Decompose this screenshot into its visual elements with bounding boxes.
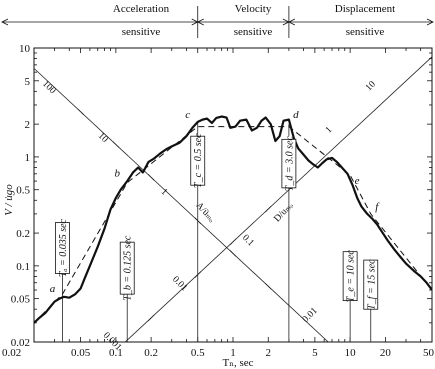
x-tick-label: 0.05 [71,347,91,359]
period-box-5 [363,259,379,310]
point-label-a: a [50,283,56,295]
period-label-0: Tₐ = 0.035 sec [58,218,69,277]
acceleration-axis-tick [264,282,272,290]
period-box-3 [281,138,297,189]
series-spectrum [34,115,432,324]
region-arrow-left-1 [287,18,296,26]
displacement-axis-line [124,56,432,342]
region-acceleration-line2: sensitive [122,26,161,38]
x-tick-label: 20 [380,347,392,359]
series-idealized [34,126,432,324]
displacement-axis-tick [264,205,272,213]
x-tick-label: 0.1 [109,347,123,359]
diagonal-label: 0.01 [301,306,320,325]
x-tick-label: 0.5 [191,347,205,359]
diagonal-label: 10 [364,79,378,93]
spectrum-series [34,115,432,324]
y-tick-label: 0.5 [16,185,30,197]
diagonal-label: D/uₘₒ [272,201,295,225]
y-tick-label: 2 [25,119,31,131]
point-label-d: d [293,109,299,121]
region-acceleration-line1: Acceleration [113,3,170,15]
diagonal-label: 0.01 [170,275,189,294]
diagonal-label: 1 [159,187,170,198]
displacement-axis-tick [147,314,155,322]
point-label-f: f [375,201,380,213]
x-tick-labels: 0.02 0.05 0.1 0.2 0.5 1 2 5 10 20 50 [2,347,435,359]
period-box-0 [55,222,70,274]
period-label-5: T_f = 15 sec [366,259,377,310]
diagonal-label: 1 [324,125,335,136]
period-label-3: T_d = 3.0 sec [284,136,295,192]
period-box-2 [190,135,206,186]
diagonal-label: 10 [96,131,110,145]
diagonal-label: 0.1 [240,233,256,249]
y-tick-label: 0.2 [16,228,30,240]
region-arrow-start [1,18,9,26]
point-label-c: c [185,109,190,121]
region-velocity-line2: sensitive [234,26,273,38]
period-label-4: T_e = 10 sec [346,250,357,303]
period-box-1 [119,241,135,295]
period-vertical-lines [62,121,372,342]
region-arrow-marks [1,6,434,38]
y-tick-label: 5 [25,76,31,88]
y-tick-label: 0.05 [11,294,31,306]
point-label-b: b [114,168,120,180]
x-tick-label: 1 [230,347,236,359]
x-tick-label: 10 [345,347,357,359]
region-arrow-end [426,18,434,26]
x-axis-label: Tₙ, sec [222,357,253,369]
y-tick-label: 0.02 [11,337,30,349]
x-tick-label: 0.2 [144,347,158,359]
period-boxes: Tₐ = 0.035 sec T_b = 0.125 sec T_c = 0.5 s… [55,133,379,310]
x-tick-label: 2 [266,347,272,359]
diagonal-label: A/üₘₒ [194,201,217,225]
acceleration-axis-tick [112,141,120,148]
period-box-4 [342,251,358,301]
axis-ticks [33,47,433,343]
region-displacement-line1: Displacement [335,3,395,15]
acceleration-axis-tick [147,174,155,181]
y-axis-label: V / u̇go [3,184,15,216]
y-tick-labels: 0.02 0.05 0.1 0.2 0.5 1 2 5 10 [11,43,31,349]
x-tick-label: 50 [423,347,435,359]
acceleration-axis-tick [229,250,237,257]
y-tick-label: 1 [25,152,31,164]
region-displacement-line2: sensitive [346,26,385,38]
region-velocity-line1: Velocity [235,3,272,15]
region-header: Acceleration sensitive Velocity sensitiv… [1,3,434,38]
point-label-e: e [355,175,360,187]
y-tick-label: 10 [19,43,31,55]
point-labels: a b c d e f [50,109,381,295]
y-tick-label: 0.1 [16,261,30,273]
acceleration-axis-tick [77,108,84,116]
x-tick-label: 5 [312,347,318,359]
diagonal-label: 100 [40,79,57,96]
region-arrow-left-0 [196,18,204,26]
period-label-1: T_b = 0.125 sec [123,235,134,301]
period-label-2: T_c = 0.5 sec [193,133,204,188]
displacement-axis-tick [229,238,237,246]
diagonal-guide-lines [34,56,432,342]
x-tick-label: 0.02 [2,347,21,359]
